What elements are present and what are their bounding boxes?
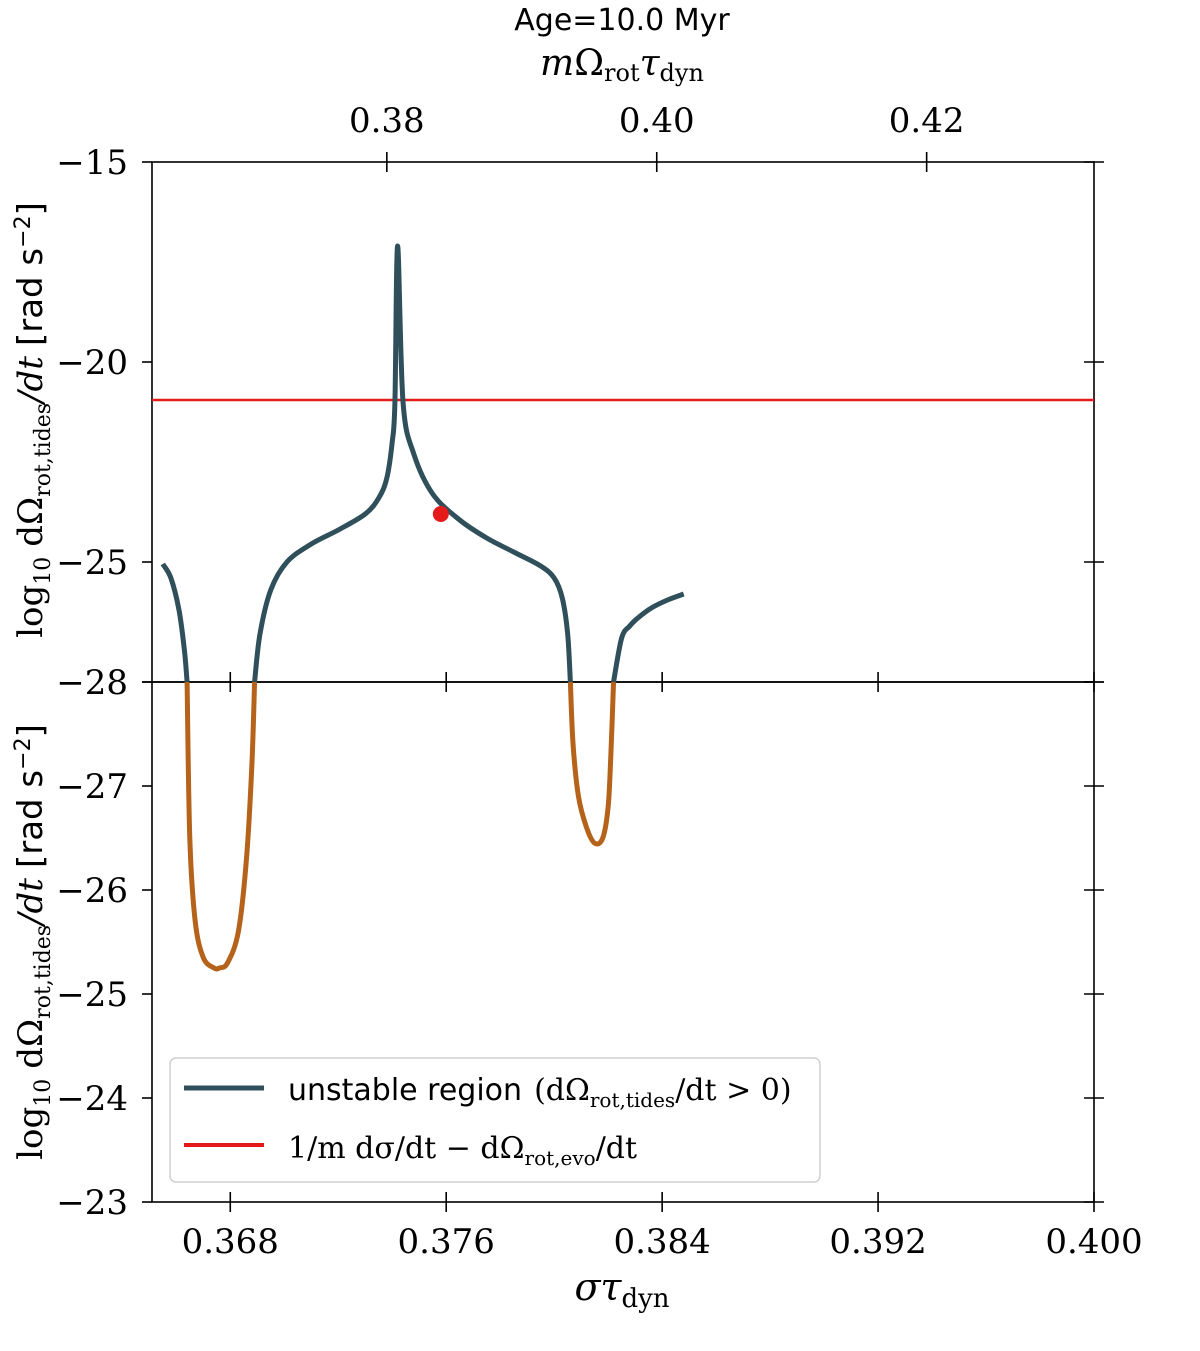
upper-y-tick-label: −25 bbox=[56, 543, 128, 583]
x-tick-label: 0.384 bbox=[613, 1222, 710, 1262]
lower-y-axis-label: log10dΩrot,tides/dt[rad s−2] bbox=[11, 724, 56, 1160]
stable-region-curve bbox=[184, 681, 258, 972]
unstable-region-curve bbox=[252, 243, 573, 683]
top-x-tick-label: 0.40 bbox=[619, 101, 695, 141]
x-tick-label: 0.368 bbox=[182, 1222, 279, 1262]
lower-y-tick-label: −25 bbox=[56, 975, 128, 1015]
x-tick-label: 0.376 bbox=[398, 1222, 495, 1262]
top-axis-label: mΩrotτdyn bbox=[540, 43, 704, 87]
unstable-region-curve bbox=[611, 591, 685, 683]
x-tick-label: 0.400 bbox=[1045, 1222, 1142, 1262]
unstable-region-curve bbox=[160, 562, 190, 683]
upper-y-tick-label: −20 bbox=[56, 343, 128, 383]
lower-y-tick-label: −26 bbox=[56, 871, 128, 911]
ticks-layer: 0.368 0.376 0.384 0.392 0.400 0.38 0.40 0.42 −15… bbox=[56, 101, 1142, 1262]
chart-title: Age=10.0 Myr bbox=[514, 3, 730, 38]
legend-label-unstable: unstable region (dΩrot,tides/dt > 0) bbox=[288, 1073, 792, 1112]
bottom-axis-label: στdyn bbox=[574, 1265, 669, 1314]
svg-text:log10dΩrot,tides/dt[rad s−2]: log10dΩrot,tides/dt[rad s−2] bbox=[11, 202, 56, 638]
lower-y-tick-label: −23 bbox=[56, 1183, 128, 1223]
upper-y-axis-label: log10dΩrot,tides/dt[rad s−2] bbox=[11, 202, 56, 638]
lower-panel-frame bbox=[151, 681, 1095, 1203]
plot-layer bbox=[152, 243, 1094, 972]
lower-y-tick-label: −27 bbox=[56, 767, 128, 807]
top-x-tick-label: 0.38 bbox=[349, 101, 425, 141]
legend-label-threshold: 1/m dσ/dt − dΩrot,evo/dt bbox=[288, 1131, 637, 1170]
upper-panel-frame bbox=[151, 161, 1095, 683]
lower-y-tick-label: −24 bbox=[56, 1079, 128, 1119]
upper-y-tick-label: −28 bbox=[56, 663, 128, 703]
legend: unstable region (dΩrot,tides/dt > 0) 1/m … bbox=[169, 1057, 821, 1183]
legend-box bbox=[169, 1057, 821, 1183]
top-x-tick-label: 0.42 bbox=[889, 101, 965, 141]
x-tick-label: 0.392 bbox=[829, 1222, 926, 1262]
upper-y-tick-label: −15 bbox=[56, 143, 128, 183]
current-state-marker bbox=[432, 506, 449, 522]
stable-region-curve bbox=[567, 681, 617, 847]
svg-text:log10dΩrot,tides/dt[rad s−2]: log10dΩrot,tides/dt[rad s−2] bbox=[11, 724, 56, 1160]
